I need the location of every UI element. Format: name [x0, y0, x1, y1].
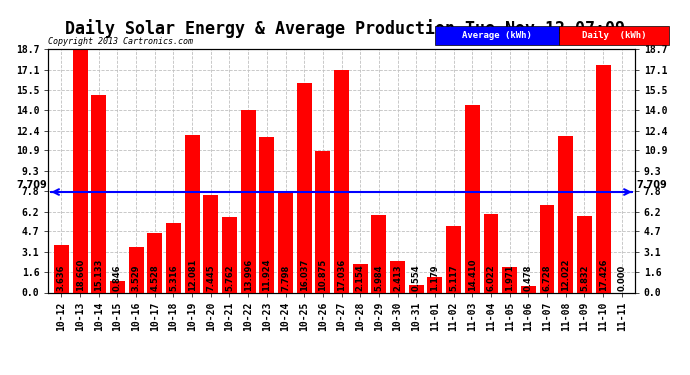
Bar: [241, 110, 255, 292]
Text: 7.445: 7.445: [206, 265, 215, 291]
Bar: [465, 105, 480, 292]
Text: 6.728: 6.728: [542, 265, 551, 291]
Bar: [521, 286, 536, 292]
Bar: [390, 261, 405, 292]
Bar: [259, 137, 275, 292]
Text: 0.478: 0.478: [524, 265, 533, 291]
Text: 12.081: 12.081: [188, 259, 197, 291]
Bar: [446, 226, 461, 292]
Text: 5.117: 5.117: [449, 265, 458, 291]
Text: 17.426: 17.426: [598, 259, 608, 291]
Text: 14.410: 14.410: [468, 259, 477, 291]
Bar: [371, 214, 386, 292]
Text: 11.924: 11.924: [262, 259, 271, 291]
Bar: [315, 151, 331, 292]
Bar: [408, 285, 424, 292]
Bar: [428, 277, 442, 292]
Bar: [540, 205, 555, 292]
Text: 13.996: 13.996: [244, 259, 253, 291]
Text: 0.554: 0.554: [412, 265, 421, 291]
Bar: [72, 49, 88, 292]
Bar: [502, 267, 517, 292]
Bar: [222, 217, 237, 292]
Bar: [353, 264, 368, 292]
Text: 2.154: 2.154: [356, 265, 365, 291]
Bar: [147, 234, 162, 292]
Text: 10.875: 10.875: [318, 259, 327, 291]
Text: 5.762: 5.762: [225, 265, 234, 291]
Text: 12.022: 12.022: [561, 259, 570, 291]
Bar: [91, 95, 106, 292]
Text: 3.636: 3.636: [57, 265, 66, 291]
Text: 4.528: 4.528: [150, 265, 159, 291]
Bar: [185, 135, 199, 292]
Text: 6.022: 6.022: [486, 265, 495, 291]
Text: 7.709: 7.709: [17, 180, 48, 190]
Text: 18.660: 18.660: [75, 259, 85, 291]
Text: 2.413: 2.413: [393, 265, 402, 291]
Bar: [595, 65, 611, 292]
Bar: [297, 84, 312, 292]
Text: 15.133: 15.133: [95, 259, 103, 291]
Bar: [166, 223, 181, 292]
Text: 5.316: 5.316: [169, 265, 178, 291]
Text: 5.832: 5.832: [580, 265, 589, 291]
Bar: [128, 246, 144, 292]
Text: 0.000: 0.000: [618, 265, 627, 291]
Text: 0.846: 0.846: [113, 265, 122, 291]
Text: 16.037: 16.037: [299, 259, 308, 291]
Bar: [278, 191, 293, 292]
Bar: [334, 70, 349, 292]
Text: 17.036: 17.036: [337, 259, 346, 291]
Text: Daily  (kWh): Daily (kWh): [582, 31, 647, 40]
Text: 7.709: 7.709: [637, 180, 667, 190]
Text: 1.179: 1.179: [431, 265, 440, 291]
Bar: [577, 216, 592, 292]
Text: 7.798: 7.798: [281, 265, 290, 291]
Bar: [110, 282, 125, 292]
Text: 1.971: 1.971: [505, 265, 514, 291]
Text: Average (kWh): Average (kWh): [462, 31, 532, 40]
Bar: [558, 136, 573, 292]
Bar: [484, 214, 498, 292]
Bar: [204, 195, 218, 292]
Text: 3.529: 3.529: [132, 265, 141, 291]
Text: Daily Solar Energy & Average Production Tue Nov 12 07:09: Daily Solar Energy & Average Production …: [65, 19, 625, 38]
Bar: [54, 245, 69, 292]
Text: Copyright 2013 Cartronics.com: Copyright 2013 Cartronics.com: [48, 38, 193, 46]
Text: 5.984: 5.984: [375, 265, 384, 291]
